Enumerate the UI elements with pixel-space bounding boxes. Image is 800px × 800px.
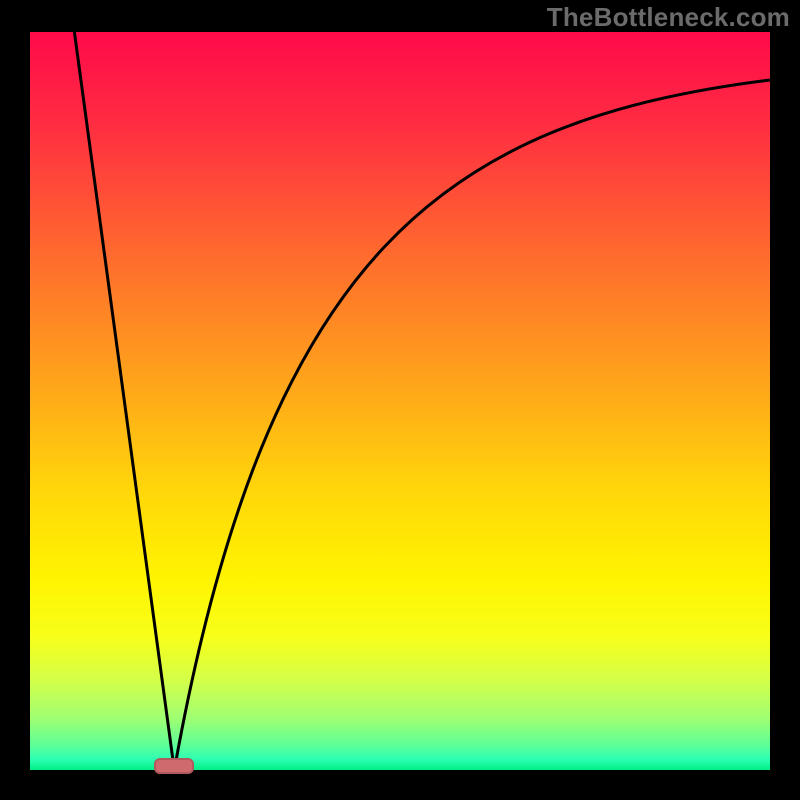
optimum-marker <box>154 758 194 774</box>
plot-area <box>30 32 770 770</box>
bottleneck-curve <box>74 32 770 770</box>
chart-frame: TheBottleneck.com <box>0 0 800 800</box>
watermark-text: TheBottleneck.com <box>547 2 790 33</box>
curve-svg <box>30 32 770 770</box>
